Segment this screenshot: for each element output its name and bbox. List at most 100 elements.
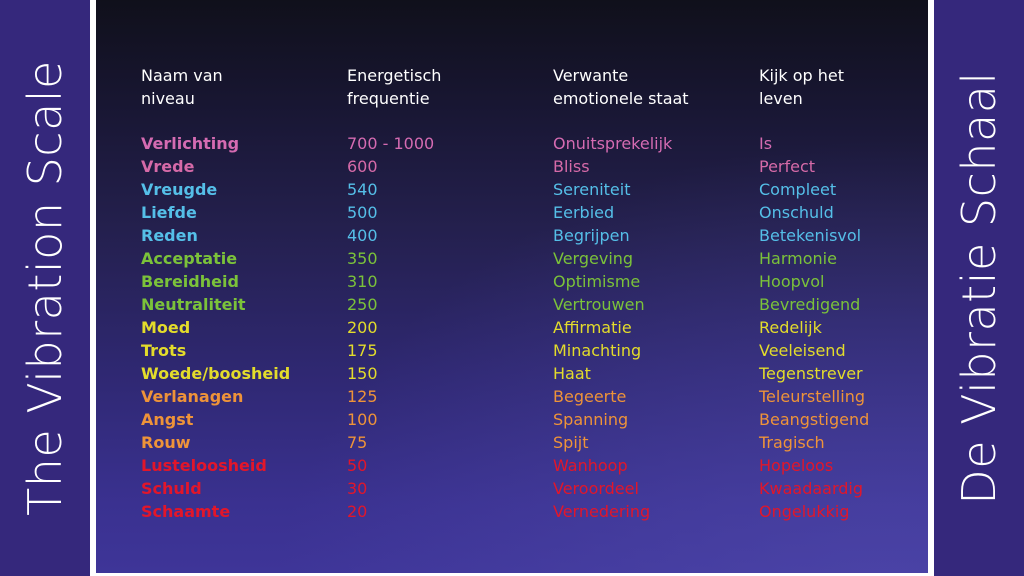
header-frequency: Energetisch frequentie bbox=[347, 64, 441, 110]
emotion-value: Spijt bbox=[553, 433, 589, 452]
emotion-value: Begeerte bbox=[553, 387, 627, 406]
view-value: Veeleisend bbox=[759, 341, 846, 360]
view-value: Teleurstelling bbox=[759, 387, 865, 406]
frequency-value: 600 bbox=[347, 157, 378, 176]
level-name: Woede/boosheid bbox=[141, 364, 291, 383]
view-value: Tegenstrever bbox=[759, 364, 863, 383]
table-row: Neutraliteit 250 Vertrouwen Bevredigend bbox=[96, 293, 928, 316]
view-value: Ongelukkig bbox=[759, 502, 850, 521]
emotion-value: Vertrouwen bbox=[553, 295, 645, 314]
emotion-value: Sereniteit bbox=[553, 180, 631, 199]
emotion-value: Veroordeel bbox=[553, 479, 639, 498]
right-title-panel: De Vibratie Schaal bbox=[934, 0, 1024, 576]
emotion-value: Spanning bbox=[553, 410, 629, 429]
header-line: frequentie bbox=[347, 89, 430, 108]
frequency-value: 150 bbox=[347, 364, 378, 383]
table-row: Rouw 75 Spijt Tragisch bbox=[96, 431, 928, 454]
level-name: Reden bbox=[141, 226, 198, 245]
level-name: Moed bbox=[141, 318, 191, 337]
emotion-value: Vergeving bbox=[553, 249, 634, 268]
view-value: Kwaadaardig bbox=[759, 479, 864, 498]
frequency-value: 700 - 1000 bbox=[347, 134, 435, 153]
table-row: Woede/boosheid 150 Haat Tegenstrever bbox=[96, 362, 928, 385]
table-row: Angst 100 Spanning Beangstigend bbox=[96, 408, 928, 431]
header-line: Energetisch bbox=[347, 66, 442, 85]
header-view-of-life: Kijk op het leven bbox=[759, 64, 844, 110]
right-panel-title: De Vibratie Schaal bbox=[952, 71, 1006, 505]
vibration-scale-table: Naam van niveau Energetisch frequentie V… bbox=[96, 0, 928, 573]
view-value: Harmonie bbox=[759, 249, 837, 268]
emotion-value: Minachting bbox=[553, 341, 642, 360]
level-name: Bereidheid bbox=[141, 272, 239, 291]
emotion-value: Vernedering bbox=[553, 502, 651, 521]
header-line: leven bbox=[759, 89, 803, 108]
emotion-value: Onuitsprekelijk bbox=[553, 134, 673, 153]
frequency-value: 125 bbox=[347, 387, 378, 406]
header-line: Naam van bbox=[141, 66, 223, 85]
emotion-value: Haat bbox=[553, 364, 591, 383]
emotion-value: Optimisme bbox=[553, 272, 641, 291]
header-line: Kijk op het bbox=[759, 66, 845, 85]
header-emotion: Verwante emotionele staat bbox=[553, 64, 689, 110]
level-name: Acceptatie bbox=[141, 249, 238, 268]
frequency-value: 75 bbox=[347, 433, 368, 452]
frequency-value: 250 bbox=[347, 295, 378, 314]
left-panel-title: The Vibration Scale bbox=[18, 60, 72, 516]
frequency-value: 175 bbox=[347, 341, 378, 360]
view-value: Beangstigend bbox=[759, 410, 870, 429]
table-row: Trots 175 Minachting Veeleisend bbox=[96, 339, 928, 362]
frequency-value: 200 bbox=[347, 318, 378, 337]
view-value: Compleet bbox=[759, 180, 837, 199]
level-name: Liefde bbox=[141, 203, 197, 222]
frequency-value: 500 bbox=[347, 203, 378, 222]
level-name: Schaamte bbox=[141, 502, 231, 521]
frequency-value: 310 bbox=[347, 272, 378, 291]
table-row: Acceptatie 350 Vergeving Harmonie bbox=[96, 247, 928, 270]
level-name: Schuld bbox=[141, 479, 202, 498]
table-row: Verlichting 700 - 1000 Onuitsprekelijk Is bbox=[96, 132, 928, 155]
header-line: Verwante bbox=[553, 66, 629, 85]
table-row: Vreugde 540 Sereniteit Compleet bbox=[96, 178, 928, 201]
level-name: Lusteloosheid bbox=[141, 456, 267, 475]
table-row: Vrede 600 Bliss Perfect bbox=[96, 155, 928, 178]
view-value: Hopeloos bbox=[759, 456, 834, 475]
table-row: Bereidheid 310 Optimisme Hoopvol bbox=[96, 270, 928, 293]
view-value: Bevredigend bbox=[759, 295, 861, 314]
view-value: Redelijk bbox=[759, 318, 822, 337]
left-title-panel: The Vibration Scale bbox=[0, 0, 90, 576]
table-row: Moed 200 Affirmatie Redelijk bbox=[96, 316, 928, 339]
header-line: emotionele staat bbox=[553, 89, 689, 108]
table-row: Lusteloosheid 50 Wanhoop Hopeloos bbox=[96, 454, 928, 477]
level-name: Vrede bbox=[141, 157, 195, 176]
emotion-value: Begrijpen bbox=[553, 226, 630, 245]
view-value: Hoopvol bbox=[759, 272, 825, 291]
level-name: Verlichting bbox=[141, 134, 240, 153]
level-name: Neutraliteit bbox=[141, 295, 246, 314]
emotion-value: Wanhoop bbox=[553, 456, 628, 475]
header-line: niveau bbox=[141, 89, 195, 108]
level-name: Rouw bbox=[141, 433, 191, 452]
frequency-value: 100 bbox=[347, 410, 378, 429]
emotion-value: Eerbied bbox=[553, 203, 615, 222]
frequency-value: 20 bbox=[347, 502, 368, 521]
frequency-value: 50 bbox=[347, 456, 368, 475]
emotion-value: Bliss bbox=[553, 157, 590, 176]
level-name: Trots bbox=[141, 341, 187, 360]
view-value: Perfect bbox=[759, 157, 816, 176]
header-level-name: Naam van niveau bbox=[141, 64, 223, 110]
table-row: Schuld 30 Veroordeel Kwaadaardig bbox=[96, 477, 928, 500]
level-name: Vreugde bbox=[141, 180, 218, 199]
view-value: Betekenisvol bbox=[759, 226, 862, 245]
level-name: Angst bbox=[141, 410, 194, 429]
view-value: Is bbox=[759, 134, 773, 153]
frequency-value: 30 bbox=[347, 479, 368, 498]
emotion-value: Affirmatie bbox=[553, 318, 632, 337]
level-name: Verlanagen bbox=[141, 387, 244, 406]
view-value: Onschuld bbox=[759, 203, 834, 222]
table-row: Reden 400 Begrijpen Betekenisvol bbox=[96, 224, 928, 247]
frequency-value: 540 bbox=[347, 180, 378, 199]
table-row: Liefde 500 Eerbied Onschuld bbox=[96, 201, 928, 224]
view-value: Tragisch bbox=[759, 433, 825, 452]
frequency-value: 400 bbox=[347, 226, 378, 245]
frequency-value: 350 bbox=[347, 249, 378, 268]
